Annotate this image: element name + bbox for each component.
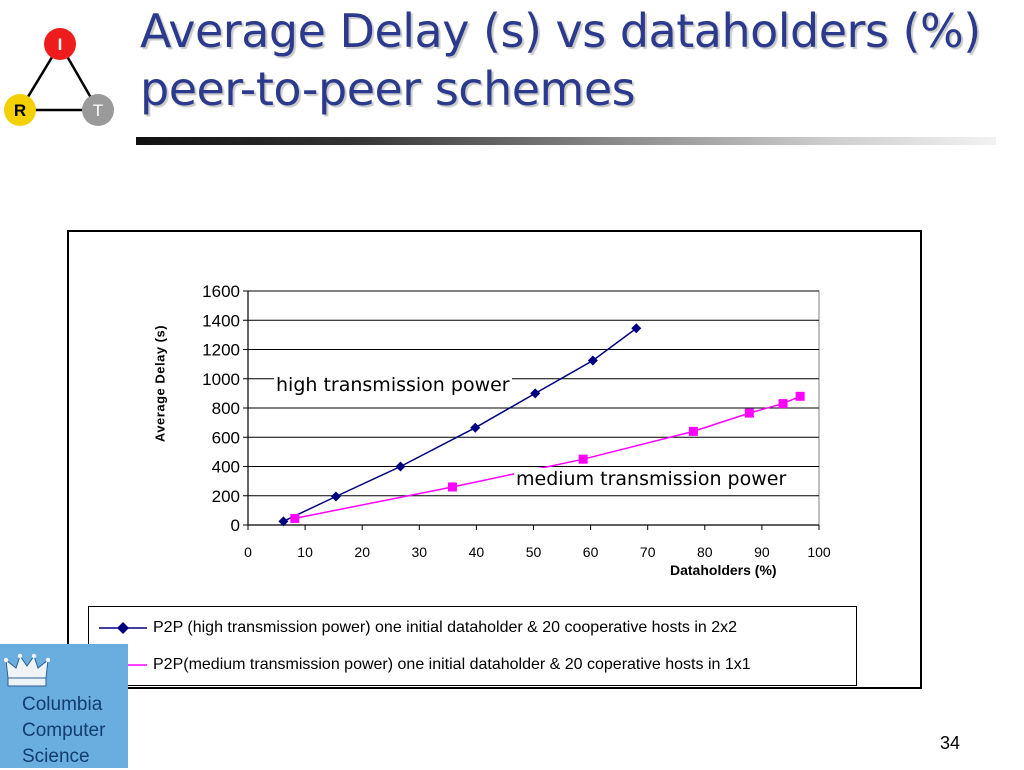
data-point-diamond [587,355,598,366]
y-tick-label: 1200 [202,341,240,360]
annotation-high-power: high transmission power [274,374,512,396]
data-point-diamond [278,516,289,527]
badge-line-2: Computer [22,720,106,741]
x-tick-label: 30 [412,544,428,560]
columbia-badge [0,644,128,768]
x-tick-label: 100 [807,544,831,560]
y-tick-label: 0 [231,516,240,535]
annotation-medium-power: medium transmission power [514,468,789,490]
logo-i-label: I [58,35,63,54]
y-tick-label: 1400 [202,311,240,330]
badge-line-1: Columbia [22,694,103,715]
x-tick-label: 90 [754,544,770,560]
logo-r-node [4,94,36,126]
data-point-square [447,482,457,492]
data-point-square [744,408,754,418]
slide-title-line-1: Average Delay (s) vs dataholders (%) [140,4,981,58]
slide-title-line-2: peer-to-peer schemes [140,62,636,116]
legend-item-medium: P2P(medium transmission power) one initi… [99,653,751,677]
y-axis-label: Average Delay (s) [152,324,168,443]
columbia-badge-text: Columbia Computer Science [22,692,105,770]
series-line-1 [294,395,801,520]
slide-title: Average Delay (s) vs dataholders (%) pee… [140,2,981,118]
x-tick-label: 20 [354,544,370,560]
y-tick-label: 200 [212,487,240,506]
title-divider [136,137,996,145]
data-point-square [795,391,805,401]
logo-t-label: T [93,101,103,120]
data-point-diamond [470,422,481,433]
logo-r-label: R [14,101,26,120]
x-tick-label: 60 [583,544,599,560]
y-tick-label: 1600 [202,282,240,301]
y-tick-label: 600 [212,428,240,447]
diamond-marker-icon [99,622,147,634]
x-tick-label: 0 [244,544,252,560]
badge-line-3: Science [22,746,90,767]
data-point-square [578,454,588,464]
x-tick-label: 40 [469,544,485,560]
y-tick-label: 1000 [202,370,240,389]
y-tick-label: 400 [212,458,240,477]
x-tick-label: 70 [640,544,656,560]
x-tick-label: 10 [297,544,313,560]
data-point-square [688,426,698,436]
x-tick-label: 80 [697,544,713,560]
legend-label-medium: P2P(medium transmission power) one initi… [153,656,751,673]
logo-t-node [82,94,114,126]
chart-legend: P2P (high transmission power) one initia… [88,606,857,686]
data-point-square [778,399,788,409]
x-axis-label: Dataholders (%) [670,562,777,578]
x-tick-label: 50 [526,544,542,560]
crown-icon [4,653,50,687]
legend-label-high: P2P (high transmission power) one initia… [153,619,738,636]
data-point-diamond [330,491,341,502]
data-point-diamond [631,323,642,334]
cost-triangle-logo: I R T [4,28,114,126]
page-number: 34 [940,733,961,753]
legend-item-high: P2P (high transmission power) one initia… [99,616,737,640]
data-point-square [290,513,300,523]
data-point-diamond [395,461,406,472]
y-tick-label: 800 [212,399,240,418]
data-point-diamond [530,388,541,399]
logo-i-node [44,28,76,60]
